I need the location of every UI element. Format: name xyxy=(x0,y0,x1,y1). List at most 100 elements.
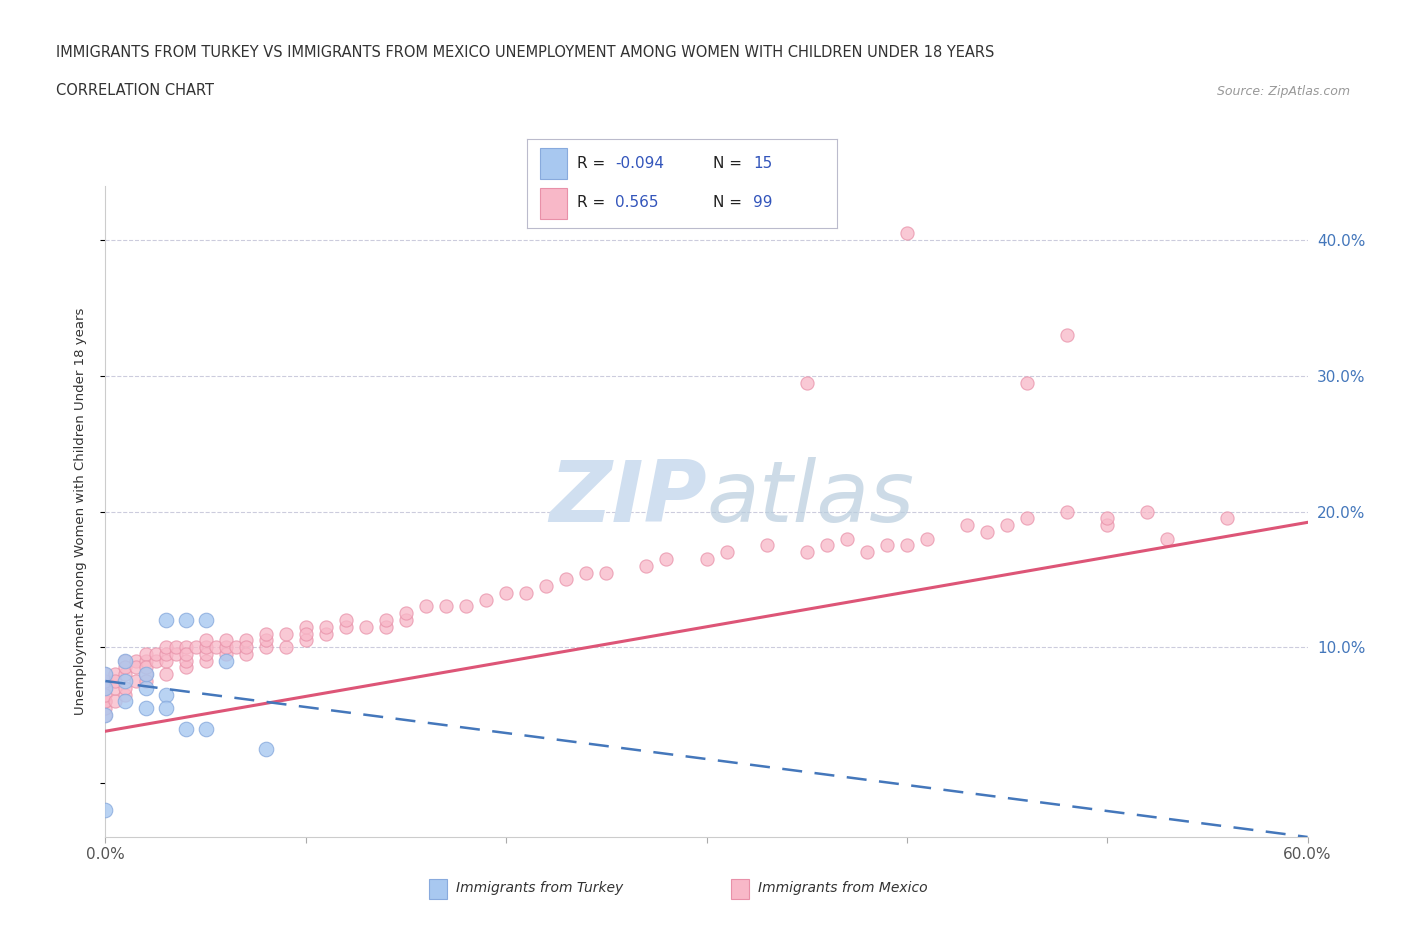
Point xyxy=(835,531,858,546)
Point xyxy=(135,700,157,715)
Point xyxy=(155,667,177,682)
Point xyxy=(135,660,157,675)
Point xyxy=(194,653,217,668)
Point xyxy=(155,646,177,661)
Point xyxy=(145,653,167,668)
Point xyxy=(135,653,157,668)
Point xyxy=(374,619,398,634)
Point xyxy=(254,633,277,648)
Point xyxy=(155,687,177,702)
Point xyxy=(124,660,146,675)
Point xyxy=(104,681,127,696)
Point xyxy=(295,633,318,648)
Text: Immigrants from Mexico: Immigrants from Mexico xyxy=(758,881,928,896)
Point xyxy=(94,708,117,723)
Point xyxy=(295,626,318,641)
Point xyxy=(94,681,117,696)
Point xyxy=(1017,511,1039,525)
Point xyxy=(94,803,117,817)
Point xyxy=(184,640,207,655)
Point xyxy=(295,619,318,634)
Point xyxy=(155,700,177,715)
Point xyxy=(145,646,167,661)
Point xyxy=(214,653,236,668)
Point xyxy=(495,586,517,601)
Point xyxy=(174,660,197,675)
Point xyxy=(165,646,187,661)
Point xyxy=(1136,504,1159,519)
Point xyxy=(204,640,226,655)
Point xyxy=(896,226,918,241)
Point xyxy=(995,518,1018,533)
Point xyxy=(415,599,437,614)
Point xyxy=(796,375,818,390)
Point xyxy=(194,613,217,628)
Text: -0.094: -0.094 xyxy=(616,156,665,171)
Point xyxy=(1097,518,1119,533)
Point xyxy=(135,667,157,682)
Point xyxy=(1216,511,1239,525)
Point xyxy=(235,633,257,648)
Y-axis label: Unemployment Among Women with Children Under 18 years: Unemployment Among Women with Children U… xyxy=(75,308,87,715)
Point xyxy=(755,538,778,552)
Point xyxy=(225,640,247,655)
Point xyxy=(876,538,898,552)
Point xyxy=(114,653,136,668)
Point xyxy=(135,667,157,682)
Bar xyxy=(540,188,568,219)
Text: 0.565: 0.565 xyxy=(616,195,659,210)
Point xyxy=(335,619,357,634)
Point xyxy=(374,613,398,628)
Point xyxy=(716,545,738,560)
Point xyxy=(1017,375,1039,390)
Point xyxy=(354,619,377,634)
Point xyxy=(575,565,598,580)
Point xyxy=(696,551,718,566)
Point xyxy=(174,640,197,655)
Point xyxy=(155,640,177,655)
Text: Source: ZipAtlas.com: Source: ZipAtlas.com xyxy=(1216,85,1350,98)
Point xyxy=(254,741,277,756)
Point xyxy=(636,558,658,573)
Point xyxy=(135,681,157,696)
Point xyxy=(274,626,297,641)
Point xyxy=(1056,327,1078,342)
Point xyxy=(104,667,127,682)
Point xyxy=(815,538,838,552)
Point xyxy=(114,653,136,668)
Point xyxy=(174,613,197,628)
Bar xyxy=(540,149,568,179)
Point xyxy=(94,687,117,702)
Point xyxy=(174,653,197,668)
Point xyxy=(855,545,877,560)
Point xyxy=(214,633,236,648)
Point xyxy=(194,721,217,736)
Text: N =: N = xyxy=(713,156,747,171)
Point xyxy=(595,565,617,580)
Point xyxy=(214,640,236,655)
Point xyxy=(254,626,277,641)
Point xyxy=(174,721,197,736)
Point xyxy=(315,626,337,641)
Point xyxy=(555,572,578,587)
Point xyxy=(1056,504,1078,519)
Text: 99: 99 xyxy=(754,195,772,210)
Point xyxy=(135,673,157,688)
Point xyxy=(94,667,117,682)
Point xyxy=(655,551,678,566)
Point xyxy=(94,708,117,723)
Point xyxy=(896,538,918,552)
Point xyxy=(796,545,818,560)
Text: N =: N = xyxy=(713,195,747,210)
Point xyxy=(104,694,127,709)
Point xyxy=(915,531,938,546)
Point xyxy=(194,640,217,655)
Point xyxy=(534,578,557,593)
Point xyxy=(114,681,136,696)
Point xyxy=(94,694,117,709)
Point xyxy=(124,653,146,668)
Point xyxy=(94,700,117,715)
Point xyxy=(475,592,498,607)
Text: CORRELATION CHART: CORRELATION CHART xyxy=(56,83,214,98)
Text: Immigrants from Turkey: Immigrants from Turkey xyxy=(456,881,623,896)
